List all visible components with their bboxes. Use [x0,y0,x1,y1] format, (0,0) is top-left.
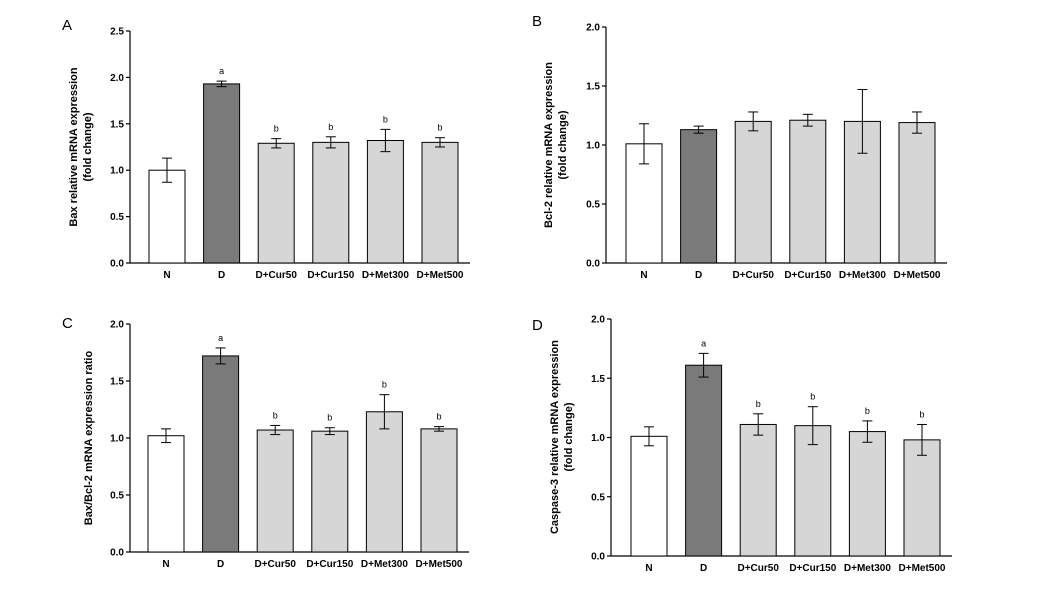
y-tick-label: 2.0 [586,23,600,34]
y-tick-label: 1.0 [110,166,124,177]
bar [202,355,240,553]
significance-letter: b [810,392,815,402]
y-tick-label: 1.5 [110,119,124,130]
y-tick-label: 1.5 [110,377,124,388]
x-category-label: D+Cur50 [255,270,297,281]
x-category-label: D+Cur150 [789,563,836,574]
significance-letter: a [701,338,706,348]
x-category-label: D+Cur150 [784,270,831,281]
y-tick-label: 0.5 [110,491,124,502]
y-tick-label: 1.5 [591,374,605,385]
x-category-label: D+Cur50 [732,270,774,281]
x-category-label: N [645,563,652,574]
chart-panel-d: D 0.0 0.5 1.0 1.5 2.0 Caspase-3 relative mRNA … [532,315,952,574]
significance-letter: b [327,413,332,423]
x-category-label: D+Cur150 [307,270,354,281]
y-tick-label: 0.0 [586,259,600,270]
significance-letter: b [274,124,279,134]
x-category-label: D+Cur50 [737,563,779,574]
significance-letter: b [756,399,761,409]
bar [898,122,936,264]
y-tick-label: 0.0 [110,548,124,559]
bar [203,83,241,264]
bar [420,428,458,553]
bar [739,423,777,557]
significance-letter: b [436,412,441,422]
x-category-label: D+Met300 [844,563,891,574]
bar [421,141,459,264]
bar [257,142,295,264]
significance-letter: b [383,114,388,124]
bar [903,439,941,557]
bar [630,435,668,557]
x-category-label: D+Met300 [362,270,409,281]
x-category-label: D+Cur150 [306,559,353,570]
y-tick-label: 0.5 [591,492,605,503]
x-category-label: D [695,270,702,281]
significance-letter: b [273,410,278,420]
bar [625,143,663,264]
y-tick-label: 2.0 [591,315,605,326]
significance-letter: b [328,122,333,132]
x-category-label: N [640,270,647,281]
y-tick-label: 2.0 [110,320,124,331]
x-category-label: D+Met500 [899,563,946,574]
y-axis-label: Caspase-3 relative mRNA expression [549,340,561,534]
y-tick-label: 0.0 [110,259,124,270]
y-axis-label: (fold change) [563,402,575,471]
x-category-label: D [700,563,707,574]
bar [794,425,832,557]
x-category-label: D+Met500 [894,270,941,281]
chart-panel-b: B 0.0 0.5 1.0 1.5 2.0 Bcl-2 relative mRNA expr… [532,13,947,281]
panel-letter: A [62,17,72,34]
y-axis-label: (fold change) [82,112,94,181]
bar [680,129,718,264]
bar [148,169,186,264]
panel-letter: D [532,317,543,334]
y-tick-label: 0.0 [591,552,605,563]
significance-letter: b [437,123,442,133]
y-axis-label: Bax relative mRNA expression [68,67,80,226]
x-category-label: D+Met300 [361,559,408,570]
bar [366,140,404,264]
y-tick-label: 0.5 [586,200,600,211]
x-category-label: D+Met500 [417,270,464,281]
y-axis-label: Bax/Bcl-2 mRNA expression ratio [83,351,95,526]
bar [789,119,827,264]
y-tick-label: 1.5 [586,82,600,93]
y-tick-label: 1.0 [591,433,605,444]
bar [848,431,886,557]
x-category-label: D+Cur50 [254,559,296,570]
significance-letter: a [219,66,224,76]
bar [312,141,350,264]
y-tick-label: 2.0 [110,73,124,84]
y-axis-label: Bcl-2 relative mRNA expression [543,62,555,228]
bar [256,429,294,553]
bar [365,411,403,553]
bar [147,435,185,553]
x-category-label: N [163,270,170,281]
bar [685,364,723,557]
bar [734,120,772,264]
x-category-label: D [217,559,224,570]
y-axis-label: (fold change) [557,110,569,179]
significance-letter: a [218,333,223,343]
x-category-label: D [218,270,225,281]
y-tick-label: 2.5 [110,27,124,38]
x-category-label: N [162,559,169,570]
chart-panel-c: C 0.0 0.5 1.0 1.5 2.0 Bax/Bcl-2 mRNA expressio… [62,315,469,570]
significance-letter: b [382,380,387,390]
panel-letter: B [532,13,542,30]
significance-letter: b [919,409,924,419]
y-tick-label: 1.0 [110,434,124,445]
x-category-label: D+Met300 [839,270,886,281]
bar [311,430,349,553]
panel-letter: C [62,315,73,332]
chart-panel-a: A 0.0 0.5 1.0 1.5 2.0 2.5 Bax relative mRNA exp… [62,17,470,281]
x-category-label: D+Met500 [416,559,463,570]
y-tick-label: 0.5 [110,212,124,223]
y-tick-label: 1.0 [586,141,600,152]
significance-letter: b [865,406,870,416]
